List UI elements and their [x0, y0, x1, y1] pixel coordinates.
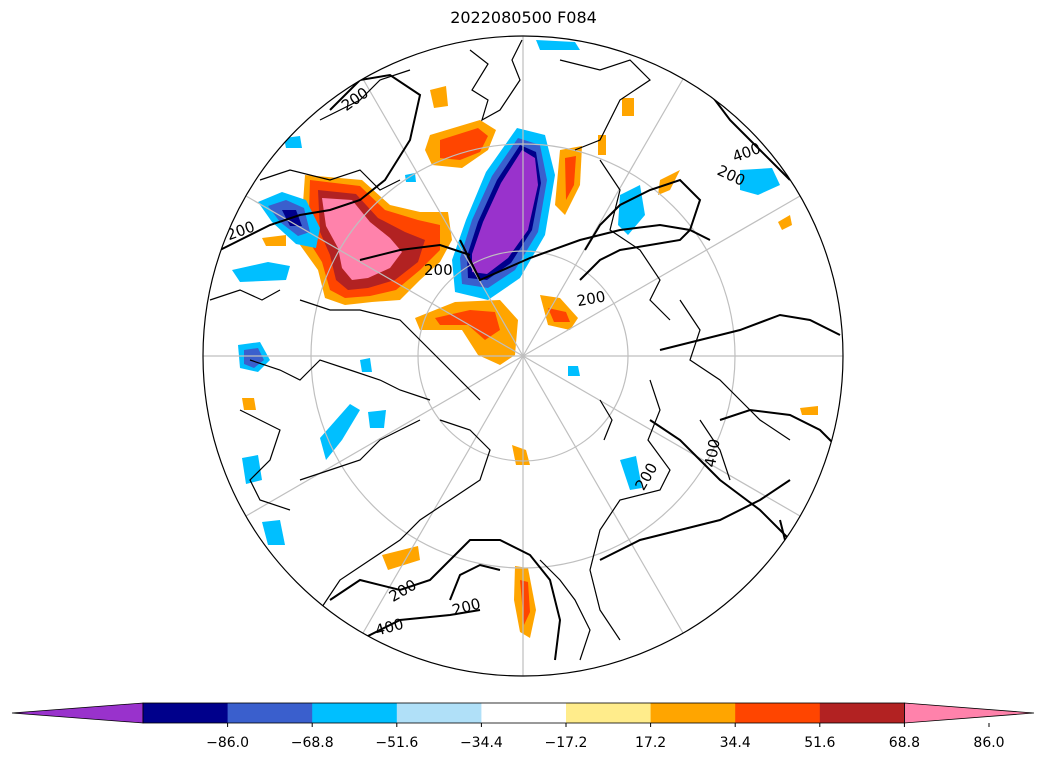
colorbar-segment [396, 703, 482, 723]
colorbar-segment [819, 703, 905, 723]
colorbar-extend-high [904, 702, 1035, 724]
positive-anomaly-blob [565, 156, 576, 200]
positive-anomaly-blob [548, 308, 570, 322]
colorbar [11, 702, 1035, 727]
colorbar-segments [11, 702, 1035, 727]
map-boundary [202, 35, 844, 677]
colorbar-segment [227, 703, 313, 723]
colorbar-segment [566, 703, 652, 723]
colorbar-outline [142, 702, 905, 724]
polar-map: 200 200 200 200 400 200 200 400 200 400 … [202, 35, 844, 677]
anomaly-fill-layer [232, 40, 818, 638]
positive-anomaly-blob [800, 406, 818, 415]
colorbar-tick-label: −86.0 [206, 735, 250, 751]
positive-anomaly-blob [242, 398, 256, 410]
colorbar-tick-label: 68.8 [888, 735, 920, 751]
positive-anomaly-blob [435, 310, 500, 340]
negative-anomaly-blob [740, 168, 780, 195]
colorbar-tick-label: 51.6 [804, 735, 836, 751]
colorbar-tick-label: 34.4 [719, 735, 751, 751]
colorbar-tick-label: −17.2 [544, 735, 588, 751]
colorbar-segment [735, 703, 821, 723]
colorbar-segment [481, 703, 567, 723]
positive-anomaly-blob [322, 198, 402, 280]
positive-anomaly-blob [262, 235, 286, 246]
colorbar-extend-low [11, 702, 144, 724]
negative-anomaly-blob [472, 150, 538, 274]
colorbar-segment [143, 703, 229, 723]
negative-anomaly-blob [360, 358, 372, 372]
positive-anomaly-blob [778, 215, 792, 230]
graticule [203, 36, 843, 676]
positive-anomaly-blob [658, 170, 680, 195]
colorbar-segment [312, 703, 398, 723]
negative-anomaly-blob [368, 410, 386, 428]
negative-anomaly-blob [232, 262, 290, 282]
positive-anomaly-blob [440, 128, 488, 160]
colorbar-tick-label: 17.2 [635, 735, 667, 751]
contour-lines [219, 73, 841, 661]
figure-title: 2022080500 F084 [450, 8, 597, 27]
contour-label: 400 [701, 437, 724, 468]
coastlines [209, 39, 791, 661]
negative-anomaly-blob [536, 40, 580, 50]
colorbar-tick-label: −68.8 [290, 735, 334, 751]
negative-anomaly-blob [620, 456, 642, 490]
colorbar-tick-label: −51.6 [375, 735, 419, 751]
negative-anomaly-blob [242, 455, 262, 484]
negative-anomaly-blob [618, 185, 645, 235]
positive-anomaly-blob [430, 86, 448, 108]
positive-anomaly-blob [382, 546, 420, 570]
positive-anomaly-blob [512, 445, 530, 465]
negative-anomaly-blob [568, 366, 580, 376]
positive-anomaly-blob [598, 135, 606, 155]
negative-anomaly-blob [262, 520, 285, 545]
contour-label: 200 [424, 261, 453, 279]
positive-anomaly-blob [622, 98, 634, 116]
colorbar-tick-label: −34.4 [459, 735, 503, 751]
negative-anomaly-blob [320, 404, 360, 460]
contour-label: 200 [575, 287, 606, 310]
negative-anomaly-blob [284, 136, 302, 148]
colorbar-segment [650, 703, 736, 723]
colorbar-tick-label: 86.0 [973, 735, 1005, 751]
map-disc: 200 200 200 200 400 200 200 400 200 400 … [203, 36, 843, 676]
